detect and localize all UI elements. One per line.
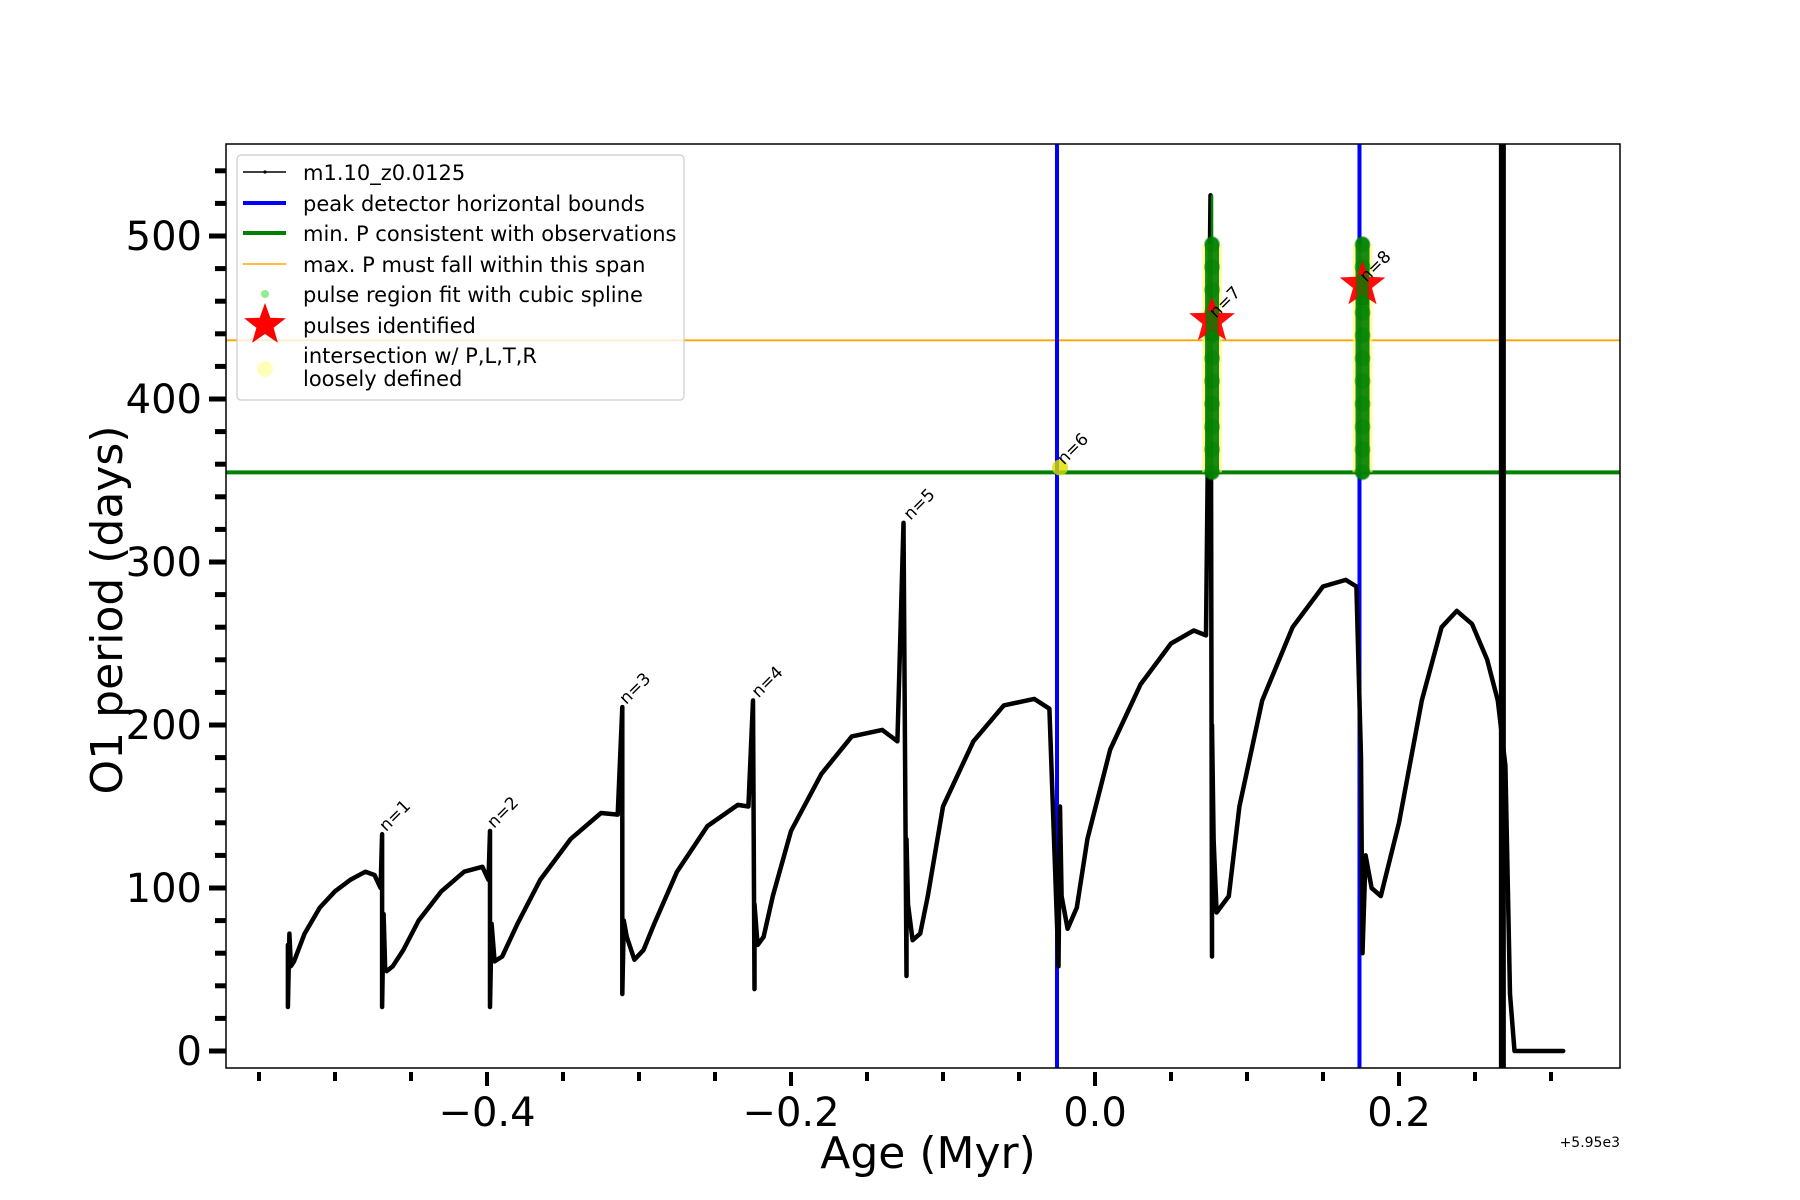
spline-point bbox=[1354, 464, 1371, 481]
spline-point bbox=[1354, 327, 1371, 344]
spline-point bbox=[1354, 418, 1371, 435]
x-tick-label: 0.2 bbox=[1367, 1090, 1431, 1136]
spline-point bbox=[1354, 373, 1371, 390]
legend-entry-max-p: max. P must fall within this span bbox=[243, 253, 645, 277]
legend-label-peak-detector: peak detector horizontal bounds bbox=[303, 192, 645, 216]
axes: −0.4 −0.2 0.0 0.2 0 100 200 300 400 500 bbox=[126, 168, 1553, 1136]
y-tick-label: 100 bbox=[126, 866, 202, 912]
spline-point bbox=[1354, 236, 1371, 253]
legend-label-pulses: pulses identified bbox=[303, 314, 476, 338]
legend-entry-intersection: intersection w/ P,L,T,R loosely defined bbox=[257, 344, 537, 391]
intersection-point-1 bbox=[1052, 459, 1069, 476]
y-tick-label: 500 bbox=[126, 214, 202, 260]
legend-label-max-p: max. P must fall within this span bbox=[303, 253, 645, 277]
spline-point bbox=[1354, 350, 1371, 367]
spline-point bbox=[1204, 281, 1221, 298]
legend-box bbox=[236, 154, 685, 401]
x-offset-label: +5.95e3 bbox=[1560, 1135, 1620, 1151]
spline-point bbox=[1204, 418, 1221, 435]
x-tick-label: −0.2 bbox=[742, 1090, 839, 1136]
spline-point bbox=[1204, 350, 1221, 367]
legend-label-spline: pulse region fit with cubic spline bbox=[303, 283, 643, 307]
y-tick-label: 200 bbox=[126, 703, 202, 749]
spline-point bbox=[1204, 373, 1221, 390]
y-tick-label: 0 bbox=[177, 1029, 202, 1075]
legend-dot-intersection bbox=[257, 361, 273, 377]
spline-point bbox=[1204, 441, 1221, 458]
legend-star-icon bbox=[244, 303, 286, 343]
x-tick-label: 0.0 bbox=[1063, 1090, 1127, 1136]
y-tick-label: 400 bbox=[126, 377, 202, 423]
legend-entry-peak-detector: peak detector horizontal bounds bbox=[243, 192, 645, 216]
legend-dot-model bbox=[263, 170, 267, 174]
legend-entry-min-p: min. P consistent with observations bbox=[243, 222, 676, 246]
legend-entry-pulses: pulses identified bbox=[244, 303, 476, 343]
legend-label-min-p: min. P consistent with observations bbox=[303, 222, 676, 246]
legend-label-model: m1.10_z0.0125 bbox=[303, 161, 465, 186]
spline-point bbox=[1204, 395, 1221, 412]
legend-entry-model: m1.10_z0.0125 bbox=[243, 161, 465, 186]
y-tick-label: 300 bbox=[126, 540, 202, 586]
legend-label-intersection-2: loosely defined bbox=[303, 367, 462, 391]
spline-point bbox=[1204, 258, 1221, 275]
x-tick-label: −0.4 bbox=[438, 1090, 535, 1136]
plot-frame bbox=[225, 143, 1621, 1069]
legend-label-intersection: intersection w/ P,L,T,R bbox=[303, 344, 537, 368]
y-axis-label: O1 period (days) bbox=[82, 426, 133, 795]
legend: m1.10_z0.0125 peak detector horizontal b… bbox=[236, 154, 685, 401]
spline-point bbox=[1354, 395, 1371, 412]
spline-point bbox=[1204, 464, 1221, 481]
spline-point bbox=[1354, 304, 1371, 321]
spline-point bbox=[1354, 441, 1371, 458]
legend-entry-spline: pulse region fit with cubic spline bbox=[261, 283, 643, 307]
series-line-model bbox=[285, 193, 1566, 1054]
x-axis-label: Age (Myr) bbox=[820, 1128, 1036, 1179]
legend-dot-spline bbox=[261, 290, 269, 298]
